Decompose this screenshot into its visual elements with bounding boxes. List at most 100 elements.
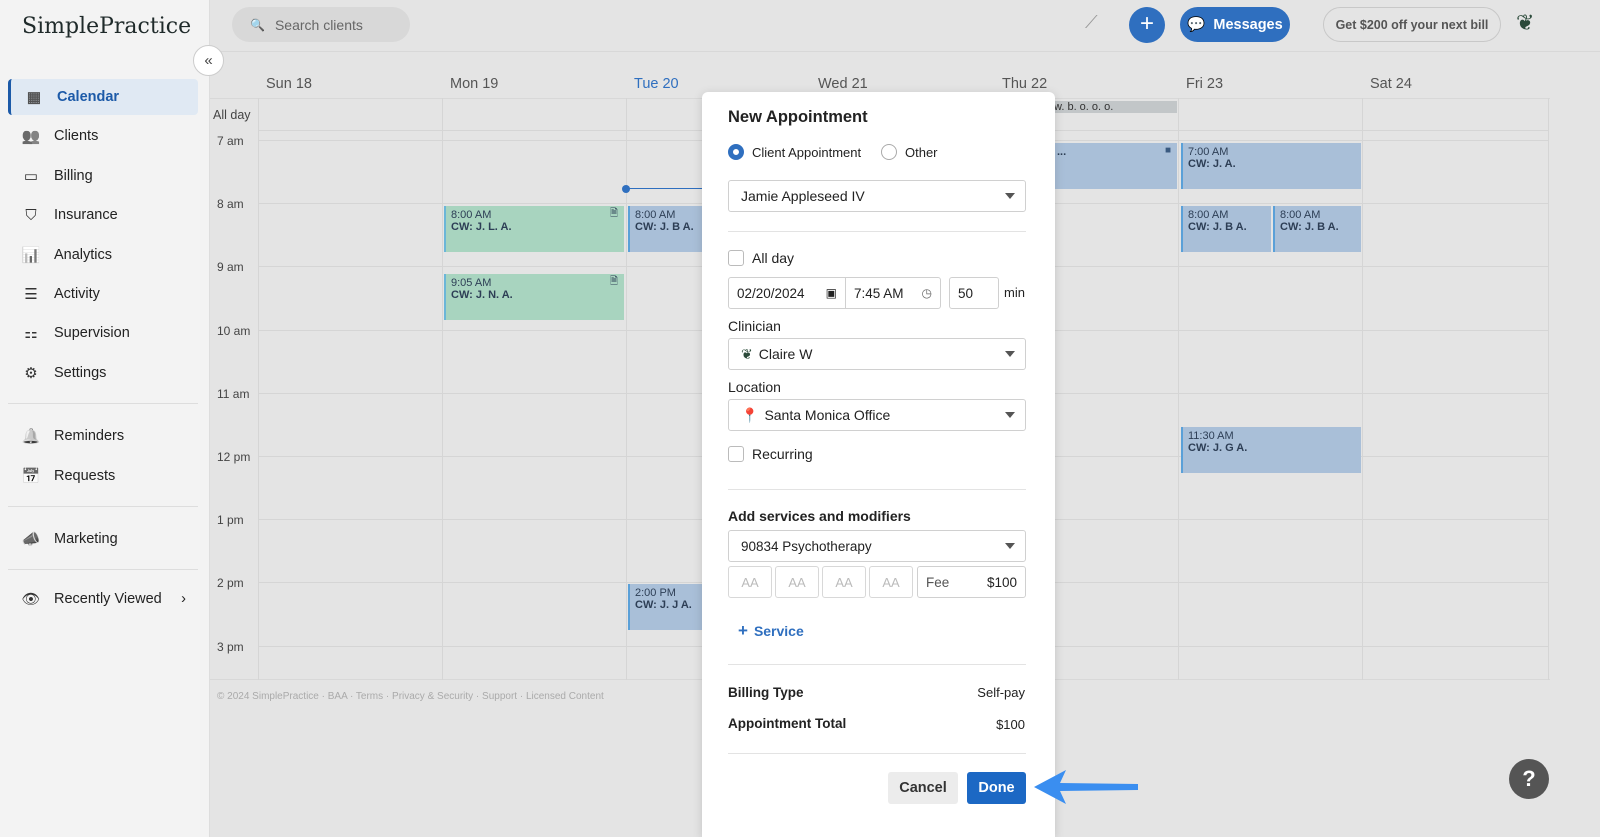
map-pin-icon: 📍 bbox=[741, 406, 759, 423]
day-header[interactable]: Fri 23 bbox=[1186, 76, 1224, 92]
search-icon: 🔍 bbox=[250, 17, 265, 32]
list-icon: ☰ bbox=[24, 286, 38, 303]
day-header[interactable]: Sat 24 bbox=[1370, 76, 1412, 92]
bell-icon: 🔔 bbox=[21, 428, 41, 445]
appointment-event[interactable]: 7:00 AM CW: J. A. bbox=[1181, 143, 1361, 189]
clock-icon: ◷ bbox=[921, 286, 932, 300]
sidebar-item-recently-viewed[interactable]: 👁 Recently Viewed › bbox=[21, 591, 186, 608]
duration-unit: min bbox=[1004, 285, 1025, 300]
sidebar-item-analytics[interactable]: 📊 Analytics bbox=[21, 247, 113, 264]
collapse-sidebar-button[interactable]: « bbox=[193, 45, 224, 76]
time-label: 12 pm bbox=[217, 450, 251, 464]
billing-type-label: Billing Type bbox=[728, 685, 804, 700]
modifier-input[interactable]: AA bbox=[822, 566, 866, 598]
plus-icon: + bbox=[738, 621, 748, 640]
footer: © 2024 SimplePractice · BAA · Terms · Pr… bbox=[217, 691, 604, 702]
note-icon: 🗎 bbox=[609, 276, 618, 287]
search-input[interactable]: 🔍 Search clients bbox=[232, 7, 410, 42]
sidebar-item-activity[interactable]: ☰ Activity bbox=[8, 276, 198, 312]
time-label: 3 pm bbox=[217, 639, 244, 654]
service-select[interactable]: 90834 Psychotherapy bbox=[728, 530, 1026, 562]
messages-button[interactable]: 💬 Messages bbox=[1180, 7, 1290, 42]
services-label: Add services and modifiers bbox=[728, 508, 911, 524]
help-button[interactable]: ? bbox=[1509, 759, 1549, 799]
sidebar-item-billing[interactable]: ▭ Billing bbox=[8, 158, 198, 194]
day-header[interactable]: Wed 21 bbox=[818, 76, 868, 92]
radio-other[interactable]: Other bbox=[881, 144, 938, 160]
create-button[interactable]: + bbox=[1129, 7, 1165, 43]
sidebar-item-marketing[interactable]: 📣 Marketing bbox=[21, 531, 118, 548]
modifier-input[interactable]: AA bbox=[869, 566, 913, 598]
all-day-event[interactable]: w. b. o. o. o. bbox=[1050, 101, 1177, 113]
all-day-checkbox[interactable]: All day bbox=[728, 250, 794, 266]
appointment-event[interactable]: ... ■ bbox=[1050, 143, 1177, 189]
time-label: 9 am bbox=[217, 260, 244, 275]
duration-input[interactable]: 50 bbox=[949, 277, 999, 309]
eye-icon: 👁 bbox=[21, 591, 41, 608]
shield-icon: ⛉ bbox=[25, 206, 37, 224]
bar-chart-icon: 📊 bbox=[21, 247, 41, 264]
appointment-event[interactable]: 8:00 AM CW: J. L. A. 🗎 bbox=[444, 206, 624, 252]
done-button[interactable]: Done bbox=[967, 772, 1026, 804]
video-icon: ■ bbox=[1164, 145, 1171, 156]
credit-card-icon: ▭ bbox=[23, 168, 39, 185]
time-label: 10 am bbox=[217, 323, 251, 338]
modifier-input[interactable]: AA bbox=[728, 566, 772, 598]
date-input[interactable]: 02/20/2024 ▣ bbox=[728, 277, 846, 309]
current-time-dot bbox=[622, 185, 630, 193]
sidebar: SimplePractice ▦ Calendar 👥 Clients ▭ Billing… bbox=[0, 0, 210, 837]
current-time-line bbox=[626, 188, 702, 189]
clinician-select[interactable]: ❦ Claire W bbox=[728, 338, 1026, 370]
clinician-avatar-icon: ❦ bbox=[741, 345, 753, 362]
sidebar-item-supervision[interactable]: ⚏ Supervision bbox=[8, 315, 198, 351]
location-label: Location bbox=[728, 379, 781, 395]
appointment-event[interactable]: 8:00 AM CW: J. B A. bbox=[1273, 206, 1361, 252]
megaphone-icon: 📣 bbox=[21, 531, 41, 548]
promo-button[interactable]: Get $200 off your next bill bbox=[1323, 7, 1501, 42]
calendar-plus-icon: 📅 bbox=[21, 468, 41, 485]
modifier-input[interactable]: AA bbox=[775, 566, 819, 598]
appointment-event[interactable]: 9:05 AM CW: J. N. A. 🗎 bbox=[444, 274, 624, 320]
sidebar-item-clients[interactable]: 👥 Clients bbox=[21, 128, 99, 145]
logo: SimplePractice bbox=[22, 14, 192, 39]
day-header[interactable]: Thu 22 bbox=[1002, 76, 1048, 92]
billing-type-value: Self-pay bbox=[977, 685, 1025, 700]
calendar-icon: ▦ bbox=[26, 89, 42, 106]
sidebar-item-insurance[interactable]: ⛉ Insurance bbox=[8, 197, 198, 233]
avatar[interactable]: ❦ bbox=[1516, 10, 1535, 35]
sidebar-item-calendar[interactable]: ▦ Calendar bbox=[8, 79, 198, 115]
calendar-icon: ▣ bbox=[825, 286, 837, 300]
sidebar-item-reminders[interactable]: 🔔 Reminders bbox=[21, 428, 125, 445]
total-value: $100 bbox=[996, 717, 1025, 732]
client-select[interactable]: Jamie Appleseed IV bbox=[728, 180, 1026, 212]
time-input[interactable]: 7:45 AM ◷ bbox=[845, 277, 941, 309]
add-service-button[interactable]: + Service bbox=[738, 621, 804, 640]
topbar: 🔍 Search clients ⟋ + 💬 Messages Get $200 o… bbox=[210, 0, 1600, 52]
location-select[interactable]: 📍 Santa Monica Office bbox=[728, 399, 1026, 431]
time-label: 11 am bbox=[217, 386, 250, 401]
time-label: 7 am bbox=[217, 134, 244, 148]
trend-icon[interactable]: ⟋ bbox=[1085, 12, 1098, 32]
cancel-button[interactable]: Cancel bbox=[888, 772, 958, 804]
users-icon: 👥 bbox=[21, 128, 41, 145]
sidebar-item-requests[interactable]: 📅 Requests bbox=[21, 468, 116, 485]
day-header[interactable]: Tue 20 bbox=[634, 76, 679, 92]
appointment-event[interactable]: 8:00 AM CW: J. B A. bbox=[1181, 206, 1271, 252]
day-header[interactable]: Sun 18 bbox=[266, 76, 312, 92]
gear-icon: ⚙ bbox=[24, 365, 38, 382]
fee-input[interactable]: Fee $100 bbox=[917, 566, 1026, 598]
day-header[interactable]: Mon 19 bbox=[450, 76, 499, 92]
pointer-arrow-icon bbox=[1034, 770, 1138, 804]
all-day-label: All day bbox=[213, 108, 251, 122]
radio-client-appointment[interactable]: Client Appointment bbox=[728, 144, 861, 160]
time-label: 1 pm bbox=[217, 513, 244, 528]
time-label: 2 pm bbox=[217, 576, 244, 591]
chat-icon: 💬 bbox=[1187, 17, 1206, 33]
recurring-checkbox[interactable]: Recurring bbox=[728, 446, 813, 462]
chevron-right-icon: › bbox=[181, 591, 186, 607]
total-label: Appointment Total bbox=[728, 716, 847, 731]
sidebar-item-settings[interactable]: ⚙ Settings bbox=[8, 355, 198, 391]
appointment-event[interactable]: 11:30 AM CW: J. G A. bbox=[1181, 427, 1361, 473]
supervision-icon: ⚏ bbox=[24, 325, 38, 342]
time-label: 8 am bbox=[217, 197, 244, 212]
